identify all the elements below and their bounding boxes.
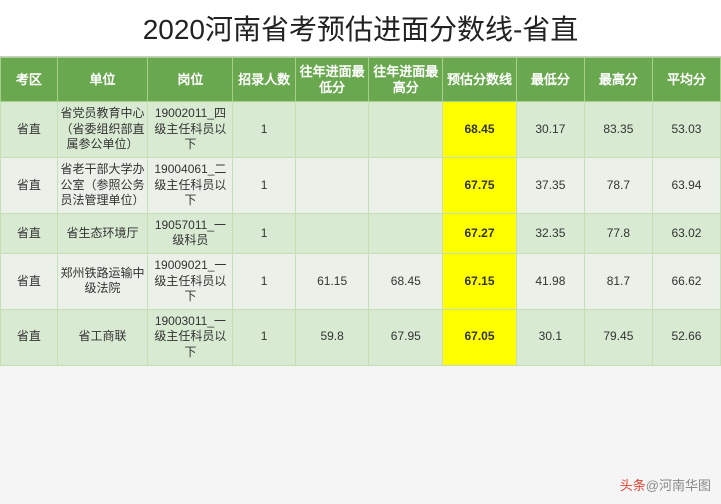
col-unit: 单位 [57,58,148,102]
cell-high: 81.7 [584,253,652,309]
score-table: 考区 单位 岗位 招录人数 往年进面最低分 往年进面最高分 预估分数线 最低分 … [0,57,721,366]
cell-low: 37.35 [516,157,584,213]
cell-prev_high [369,213,443,253]
cell-count: 1 [233,213,295,253]
cell-count: 1 [233,253,295,309]
cell-high: 78.7 [584,157,652,213]
cell-high: 83.35 [584,102,652,158]
cell-area: 省直 [1,213,58,253]
cell-prev_low [295,213,369,253]
cell-low: 32.35 [516,213,584,253]
cell-count: 1 [233,309,295,365]
cell-area: 省直 [1,157,58,213]
cell-prev_high: 67.95 [369,309,443,365]
col-prev-low: 往年进面最低分 [295,58,369,102]
cell-prev_high: 68.45 [369,253,443,309]
cell-avg: 53.03 [652,102,720,158]
cell-count: 1 [233,102,295,158]
cell-prev_low [295,102,369,158]
cell-unit: 省工商联 [57,309,148,365]
cell-unit: 省老干部大学办公室（参照公务员法管理单位） [57,157,148,213]
watermark: 头条@河南华图 [620,475,711,494]
cell-prev_high [369,102,443,158]
col-high: 最高分 [584,58,652,102]
table-row: 省直省生态环境厅19057011_一级科员1 67.2732.3577.863.0… [1,213,721,253]
cell-estimate: 67.75 [443,157,517,213]
cell-estimate: 67.05 [443,309,517,365]
cell-prev_high [369,157,443,213]
col-prev-high: 往年进面最高分 [369,58,443,102]
cell-prev_low [295,157,369,213]
col-estimate: 预估分数线 [443,58,517,102]
cell-area: 省直 [1,253,58,309]
cell-avg: 52.66 [652,309,720,365]
cell-high: 77.8 [584,213,652,253]
table-row: 省直省党员教育中心（省委组织部直属参公单位）19002011_四级主任科员以下1… [1,102,721,158]
cell-unit: 省党员教育中心（省委组织部直属参公单位） [57,102,148,158]
watermark-suffix: @河南华图 [646,478,711,493]
cell-position: 19003011_一级主任科员以下 [148,309,233,365]
cell-position: 19009021_一级主任科员以下 [148,253,233,309]
cell-area: 省直 [1,309,58,365]
cell-unit: 郑州铁路运输中级法院 [57,253,148,309]
cell-avg: 63.02 [652,213,720,253]
cell-position: 19057011_一级科员 [148,213,233,253]
cell-count: 1 [233,157,295,213]
cell-prev_low: 59.8 [295,309,369,365]
table-row: 省直省老干部大学办公室（参照公务员法管理单位）19004061_二级主任科员以下… [1,157,721,213]
cell-unit: 省生态环境厅 [57,213,148,253]
table-row: 省直省工商联19003011_一级主任科员以下159.867.9567.0530… [1,309,721,365]
cell-low: 30.17 [516,102,584,158]
cell-high: 79.45 [584,309,652,365]
cell-low: 41.98 [516,253,584,309]
cell-estimate: 67.27 [443,213,517,253]
watermark-prefix: 头条 [620,478,646,493]
cell-position: 19002011_四级主任科员以下 [148,102,233,158]
table-body: 省直省党员教育中心（省委组织部直属参公单位）19002011_四级主任科员以下1… [1,102,721,365]
col-avg: 平均分 [652,58,720,102]
col-position: 岗位 [148,58,233,102]
cell-avg: 66.62 [652,253,720,309]
page-title: 2020河南省考预估进面分数线-省直 [0,0,721,57]
header-row: 考区 单位 岗位 招录人数 往年进面最低分 往年进面最高分 预估分数线 最低分 … [1,58,721,102]
cell-estimate: 67.15 [443,253,517,309]
cell-position: 19004061_二级主任科员以下 [148,157,233,213]
cell-prev_low: 61.15 [295,253,369,309]
col-count: 招录人数 [233,58,295,102]
cell-estimate: 68.45 [443,102,517,158]
table-row: 省直郑州铁路运输中级法院19009021_一级主任科员以下161.1568.45… [1,253,721,309]
col-low: 最低分 [516,58,584,102]
cell-low: 30.1 [516,309,584,365]
cell-area: 省直 [1,102,58,158]
cell-avg: 63.94 [652,157,720,213]
col-area: 考区 [1,58,58,102]
